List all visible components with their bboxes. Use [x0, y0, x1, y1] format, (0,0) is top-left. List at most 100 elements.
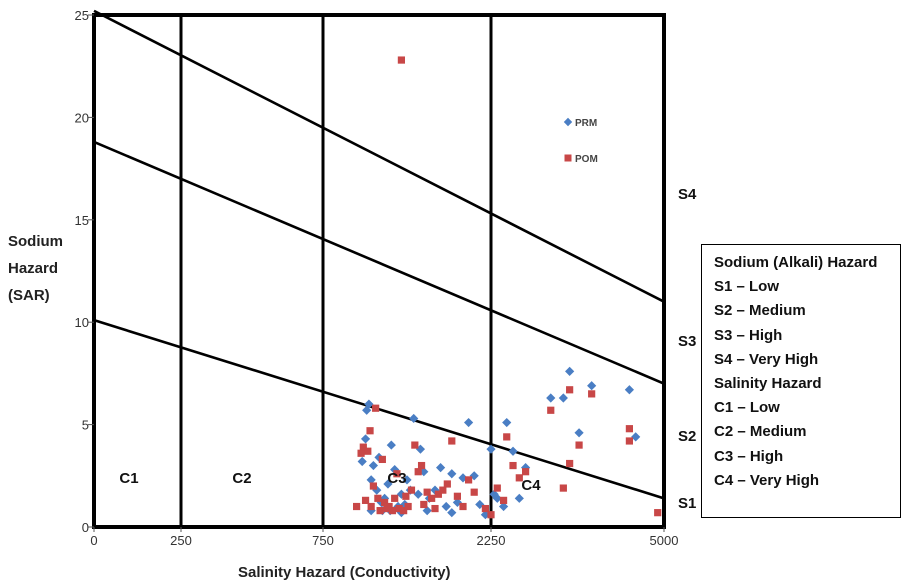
point-pom	[364, 447, 372, 455]
point-pom	[503, 433, 511, 441]
point-prm	[565, 366, 575, 376]
point-pom	[481, 504, 489, 513]
point-prm	[508, 446, 518, 456]
y-axis-label-line: (SAR)	[8, 287, 50, 304]
point-pom	[439, 486, 447, 494]
point-prm	[441, 501, 451, 512]
point-prm	[631, 432, 641, 442]
point-prm	[546, 393, 556, 403]
point-pom	[366, 427, 374, 435]
zone-labels: C1 C2 C3 C4 S1 S2 S3 S4	[119, 186, 697, 512]
point-prm	[486, 444, 496, 454]
point-prm	[558, 393, 568, 403]
point-pom	[443, 480, 451, 488]
point-prm	[409, 413, 419, 424]
sodium-zone-label: S1	[678, 495, 696, 512]
point-prm	[360, 434, 371, 444]
point-pom	[411, 441, 419, 449]
legend-marker-pom	[564, 154, 572, 162]
point-prm	[492, 493, 502, 503]
salinity-zone-label: C4	[521, 477, 541, 494]
point-prm	[452, 497, 462, 508]
point-pom	[625, 437, 633, 445]
point-prm	[357, 456, 367, 467]
x-tick-label: 2250	[477, 533, 506, 548]
point-pom	[369, 482, 377, 490]
point-pom	[359, 443, 367, 451]
point-pom	[493, 484, 501, 492]
point-pom	[388, 507, 397, 515]
point-pom	[393, 470, 401, 478]
point-prm	[464, 417, 474, 428]
salinity-zone-label: C2	[232, 470, 251, 487]
point-pom	[381, 498, 389, 507]
sodium-zone-label: S4	[678, 186, 697, 203]
point-pom	[434, 490, 442, 498]
point-prm	[447, 508, 457, 518]
point-pom	[417, 461, 426, 470]
sodium-zone-label: S2	[678, 428, 696, 445]
info-line: C3 – High	[714, 447, 784, 465]
y-tick-label: 5	[82, 418, 89, 433]
point-prm	[480, 510, 490, 520]
point-prm	[521, 463, 531, 473]
point-pom	[453, 492, 461, 500]
point-pom	[509, 461, 517, 470]
legend: PRM POM	[563, 117, 598, 165]
point-prm	[469, 471, 479, 481]
point-pom	[499, 496, 508, 504]
point-pom	[566, 459, 574, 468]
y-axis-label: Sodium Hazard (SAR)	[8, 228, 63, 309]
info-line: S3 – High	[714, 326, 783, 344]
point-prm	[475, 499, 485, 510]
info-line: Sodium (Alkali) Hazard	[714, 254, 878, 271]
point-pom	[372, 404, 380, 412]
y-tick-label: 25	[75, 8, 89, 23]
point-prm	[498, 501, 509, 512]
y-tick-label: 20	[75, 110, 89, 125]
point-pom	[588, 390, 596, 398]
point-pom	[361, 496, 370, 504]
point-pom	[385, 502, 393, 511]
point-pom	[395, 504, 403, 513]
point-pom	[374, 494, 382, 502]
point-prm	[366, 475, 376, 485]
x-tick-label: 250	[170, 533, 192, 548]
point-pom	[559, 484, 567, 492]
point-pom	[367, 502, 375, 511]
point-pom	[353, 502, 361, 511]
x-tick-label: 750	[312, 533, 334, 548]
point-pom	[391, 494, 399, 502]
point-pom	[575, 441, 583, 449]
point-prm	[413, 489, 423, 499]
y-tick-label: 0	[82, 520, 89, 535]
point-prm	[386, 440, 396, 450]
info-line: C4 – Very High	[714, 471, 820, 489]
point-pom	[428, 494, 436, 502]
hazard-classification-box: Sodium (Alkali) Hazard S1 – Low S2 – Med…	[701, 244, 901, 518]
info-line: S2 – Medium	[714, 302, 806, 320]
sodium-boundary-line-s3	[93, 9, 665, 303]
point-pom	[420, 500, 428, 509]
point-prm	[372, 485, 382, 495]
data-points	[353, 56, 662, 520]
legend-label-prm: PRM	[575, 118, 597, 129]
point-pom	[654, 509, 662, 517]
point-prm	[366, 506, 376, 516]
point-prm	[402, 475, 412, 485]
point-pom	[465, 476, 473, 484]
legend-label-pom: POM	[575, 154, 598, 165]
y-axis-label-line: Sodium	[8, 233, 63, 250]
y-tick-label: 10	[75, 315, 89, 330]
x-tick-label: 0	[90, 533, 97, 548]
plot-frame	[92, 13, 666, 529]
point-pom	[515, 474, 523, 482]
info-line: S4 – Very High	[714, 350, 819, 368]
point-prm	[447, 469, 457, 479]
info-line: C2 – Medium	[714, 423, 807, 441]
point-pom	[407, 486, 416, 494]
zone-boundaries	[92, 9, 666, 529]
info-line: Salinity Hazard	[714, 375, 822, 393]
